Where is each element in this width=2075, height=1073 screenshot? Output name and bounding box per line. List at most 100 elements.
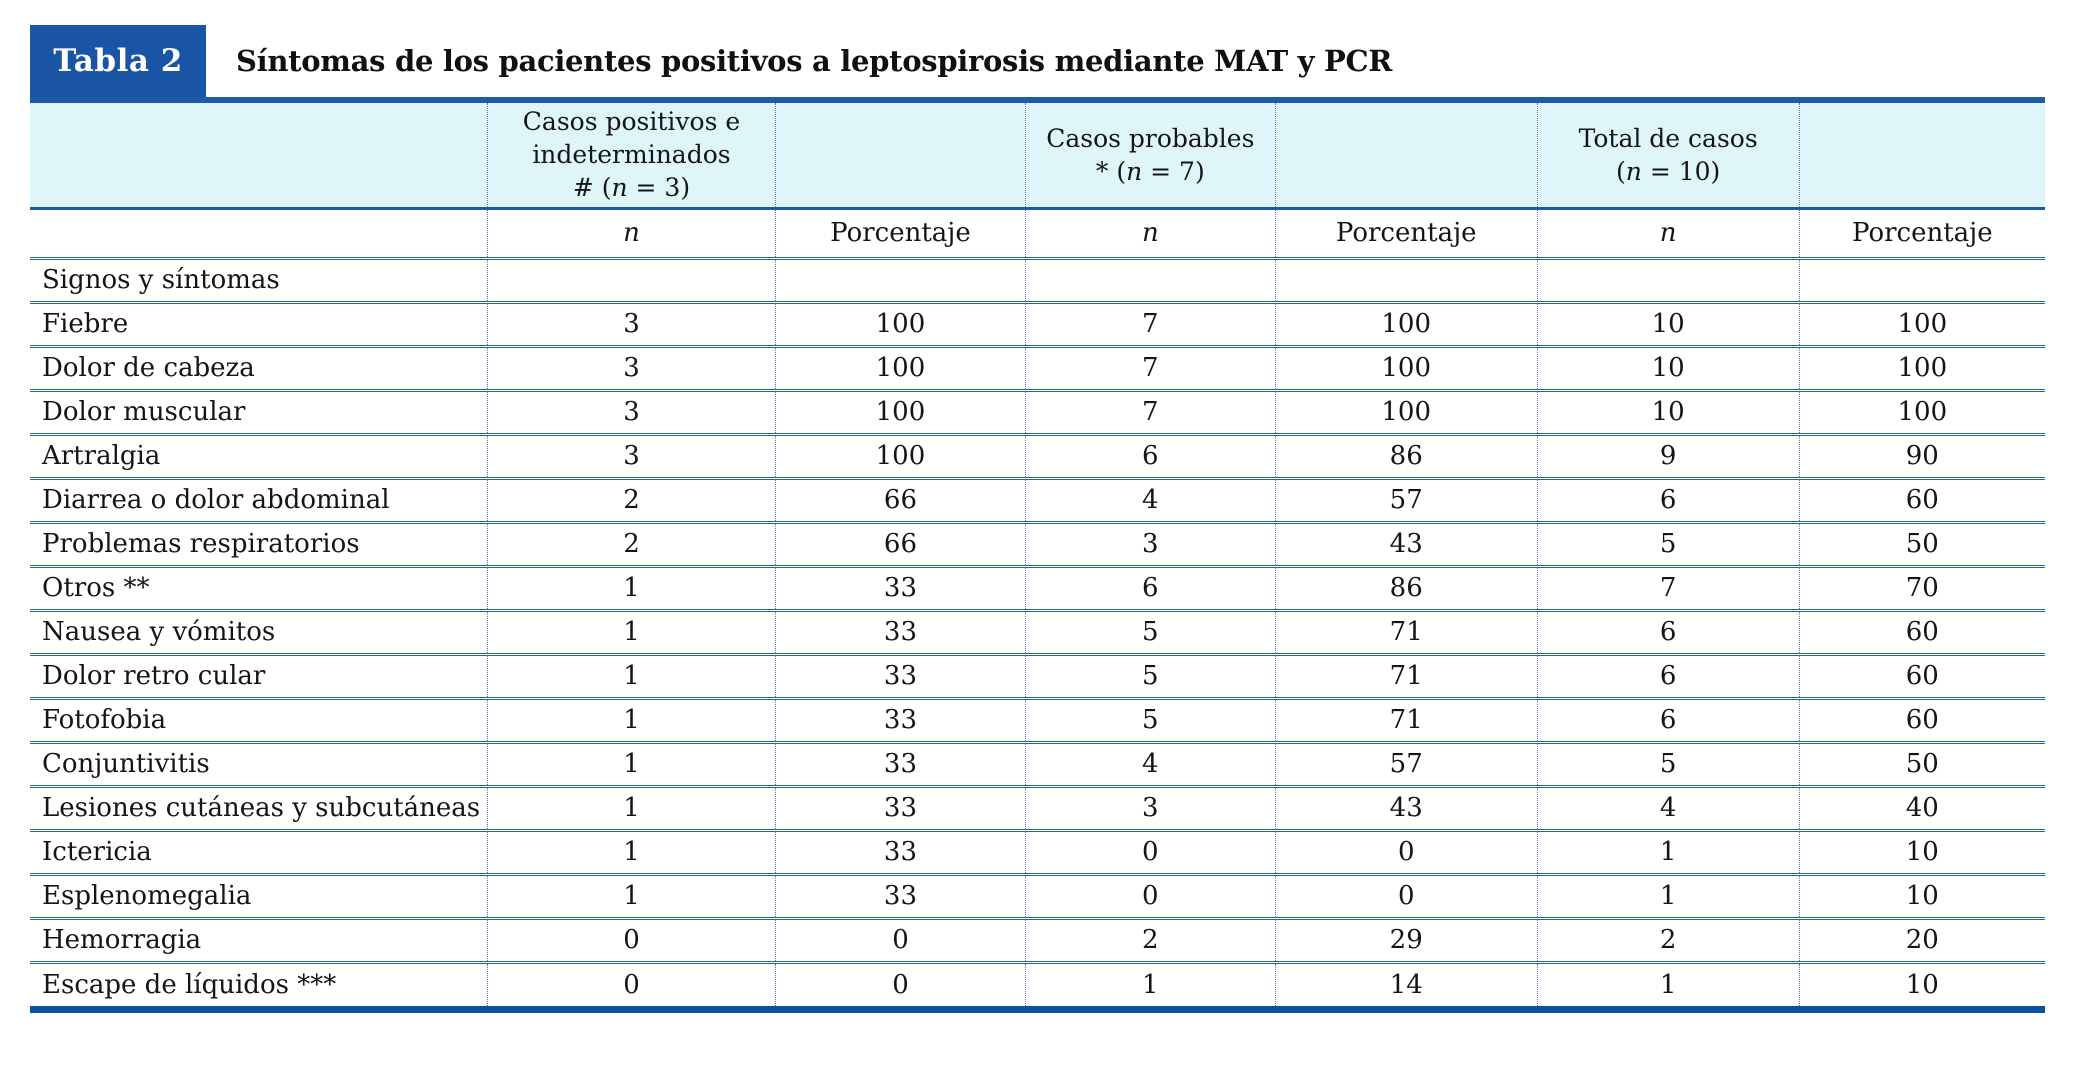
cell-value	[1024, 256, 1276, 302]
group-header-n-line: # (n = 3)	[572, 173, 691, 203]
cell-value: 20	[1798, 916, 2045, 962]
cell-value: 5	[1536, 740, 1800, 786]
cell-value: 1	[486, 740, 776, 786]
cell-value: 0	[775, 960, 1026, 1006]
row-label: Esplenomegalia	[30, 872, 488, 918]
cell-value: 2	[1024, 916, 1276, 962]
cell-value: 71	[1274, 652, 1538, 698]
cell-value: 33	[775, 564, 1026, 610]
table-row: Escape de líquidos *** 0 0 1 14 1 10	[30, 960, 2045, 1006]
cell-value: 5	[1024, 652, 1276, 698]
cell-value: 43	[1274, 520, 1538, 566]
cell-value: 1	[486, 564, 776, 610]
cell-value: 4	[1024, 476, 1276, 522]
table-row: Esplenomegalia 1 33 0 0 1 10	[30, 872, 2045, 918]
cell-value: 33	[775, 608, 1026, 654]
cell-value: 1	[486, 784, 776, 830]
cell-value: 100	[1798, 300, 2045, 346]
cell-value: 29	[1274, 916, 1538, 962]
cell-value: 86	[1274, 432, 1538, 478]
sub-header-n: n	[1024, 206, 1276, 258]
table-body: Signos y síntomas Fiebre 3 100 7 100 10 100 Dolo…	[30, 256, 2045, 1006]
cell-value: 4	[1536, 784, 1800, 830]
cell-value: 10	[1536, 388, 1800, 434]
table-row: Problemas respiratorios 2 66 3 43 5 50	[30, 520, 2045, 566]
symptoms-table: Casos positivos e indeterminados # (n = …	[30, 103, 2045, 1006]
row-label: Dolor retro cular	[30, 652, 488, 698]
row-label: Hemorragia	[30, 916, 488, 962]
group-header-line: indeterminados	[532, 140, 731, 170]
row-label: Dolor de cabeza	[30, 344, 488, 390]
cell-value: 33	[775, 828, 1026, 874]
cell-value: 4	[1024, 740, 1276, 786]
cell-value: 40	[1798, 784, 2045, 830]
cell-value: 33	[775, 784, 1026, 830]
group-header-row: Casos positivos e indeterminados # (n = …	[30, 103, 2045, 208]
table-row: Conjuntivitis 1 33 4 57 5 50	[30, 740, 2045, 786]
group-header-empty	[30, 103, 488, 208]
row-label: Fotofobia	[30, 696, 488, 742]
cell-value: 10	[1798, 872, 2045, 918]
group-header-casos-positivos: Casos positivos e indeterminados # (n = …	[486, 103, 776, 208]
cell-value: 5	[1024, 696, 1276, 742]
cell-value: 33	[775, 740, 1026, 786]
table-row: Dolor muscular 3 100 7 100 10 100	[30, 388, 2045, 434]
cell-value: 100	[775, 432, 1026, 478]
sub-header-porcentaje: Porcentaje	[1798, 206, 2045, 258]
row-label: Escape de líquidos ***	[30, 960, 488, 1006]
cell-value: 33	[775, 696, 1026, 742]
cell-value: 100	[1274, 388, 1538, 434]
cell-value: 60	[1798, 652, 2045, 698]
cell-value: 1	[486, 652, 776, 698]
cell-value: 0	[1024, 872, 1276, 918]
cell-value: 7	[1024, 388, 1276, 434]
cell-value: 0	[1274, 828, 1538, 874]
row-label: Signos y síntomas	[30, 256, 488, 302]
cell-value: 1	[486, 828, 776, 874]
group-header-casos-probables: Casos probables * (n = 7)	[1024, 103, 1276, 208]
cell-value: 0	[486, 960, 776, 1006]
cell-value	[1536, 256, 1800, 302]
cell-value: 100	[1798, 388, 2045, 434]
cell-value: 14	[1274, 960, 1538, 1006]
table-row: Diarrea o dolor abdominal 2 66 4 57 6 60	[30, 476, 2045, 522]
table-row: Lesiones cutáneas y subcutáneas 1 33 3 43 4 40	[30, 784, 2045, 830]
row-label: Problemas respiratorios	[30, 520, 488, 566]
cell-value	[775, 256, 1026, 302]
cell-value: 100	[1798, 344, 2045, 390]
cell-value: 60	[1798, 476, 2045, 522]
cell-value: 3	[1024, 784, 1276, 830]
group-header-line: Total de casos	[1578, 123, 1758, 153]
row-label: Dolor muscular	[30, 388, 488, 434]
cell-value: 0	[486, 916, 776, 962]
cell-value: 10	[1536, 300, 1800, 346]
table-row: Nausea y vómitos 1 33 5 71 6 60	[30, 608, 2045, 654]
cell-value: 2	[486, 520, 776, 566]
cell-value: 0	[1024, 828, 1276, 874]
cell-value: 1	[1536, 828, 1800, 874]
cell-value: 2	[1536, 916, 1800, 962]
table-figure: Tabla 2 Síntomas de los pacientes positi…	[30, 25, 2045, 1013]
cell-value: 86	[1274, 564, 1538, 610]
cell-value: 3	[486, 300, 776, 346]
cell-value: 6	[1536, 652, 1800, 698]
cell-value: 1	[1536, 960, 1800, 1006]
group-header-empty	[1274, 103, 1538, 208]
cell-value: 70	[1798, 564, 2045, 610]
cell-value: 3	[486, 432, 776, 478]
row-label: Artralgia	[30, 432, 488, 478]
cell-value: 5	[1536, 520, 1800, 566]
row-label: Lesiones cutáneas y subcutáneas	[30, 784, 488, 830]
group-header-n-line: * (n = 7)	[1095, 156, 1205, 186]
cell-value: 9	[1536, 432, 1800, 478]
cell-value: 3	[486, 344, 776, 390]
cell-value: 60	[1798, 608, 2045, 654]
cell-value: 50	[1798, 520, 2045, 566]
cell-value: 7	[1536, 564, 1800, 610]
cell-value: 0	[1274, 872, 1538, 918]
cell-value: 33	[775, 652, 1026, 698]
cell-value	[1798, 256, 2045, 302]
table-row: Hemorragia 0 0 2 29 2 20	[30, 916, 2045, 962]
cell-value: 50	[1798, 740, 2045, 786]
cell-value: 66	[775, 476, 1026, 522]
